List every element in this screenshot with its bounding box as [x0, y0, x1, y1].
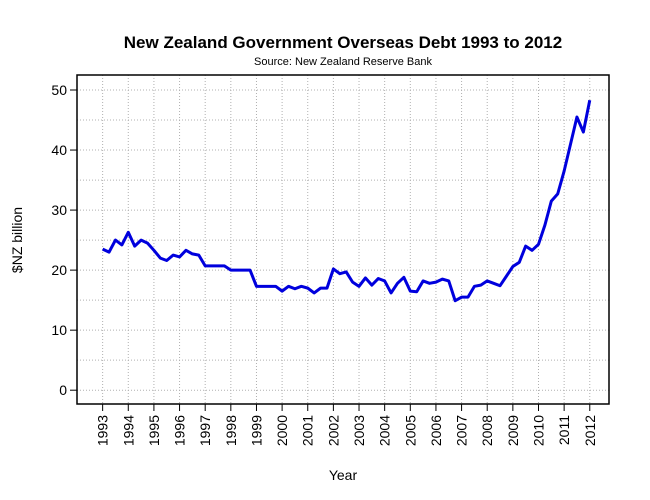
x-tick-label: 2010: [530, 415, 546, 446]
x-tick-label: 2002: [325, 415, 341, 446]
x-tick-label: 1999: [248, 415, 264, 446]
grid: [77, 75, 609, 404]
x-tick-label: 2006: [428, 415, 444, 446]
x-tick-label: 1995: [146, 415, 162, 446]
chart-subtitle: Source: New Zealand Reserve Bank: [254, 56, 432, 68]
x-tick-label: 2003: [351, 415, 367, 446]
x-tick-label: 2001: [300, 415, 316, 446]
x-tick-label: 2005: [402, 415, 418, 446]
data-line: [102, 99, 592, 303]
x-tick-label: 2008: [479, 415, 495, 446]
y-tick-label: 40: [51, 142, 67, 158]
y-tick-label: 0: [59, 382, 67, 398]
x-tick-label: 1998: [223, 415, 239, 446]
x-tick-label: 1994: [120, 415, 136, 446]
x-axis-label: Year: [329, 467, 358, 483]
plot: [102, 99, 592, 303]
y-tick-label: 20: [51, 262, 67, 278]
x-tick-label: 2009: [505, 415, 521, 446]
y-tick-label: 50: [51, 82, 67, 98]
x-tick-label: 2012: [582, 415, 598, 446]
x-tick-label: 2000: [274, 415, 290, 446]
x-tick-label: 1993: [95, 415, 111, 446]
x-tick-label: 2004: [377, 415, 393, 446]
chart-title: New Zealand Government Overseas Debt 199…: [124, 33, 562, 52]
y-tick-label: 10: [51, 322, 67, 338]
x-tick-label: 2007: [454, 415, 470, 446]
y-tick-label: 30: [51, 202, 67, 218]
x-tick-label: 1996: [172, 415, 188, 446]
y-axis-label: $NZ billion: [9, 207, 25, 273]
plot-frame: [76, 74, 610, 405]
x-tick-label: 2011: [556, 415, 572, 445]
x-tick-label: 1997: [197, 415, 213, 446]
